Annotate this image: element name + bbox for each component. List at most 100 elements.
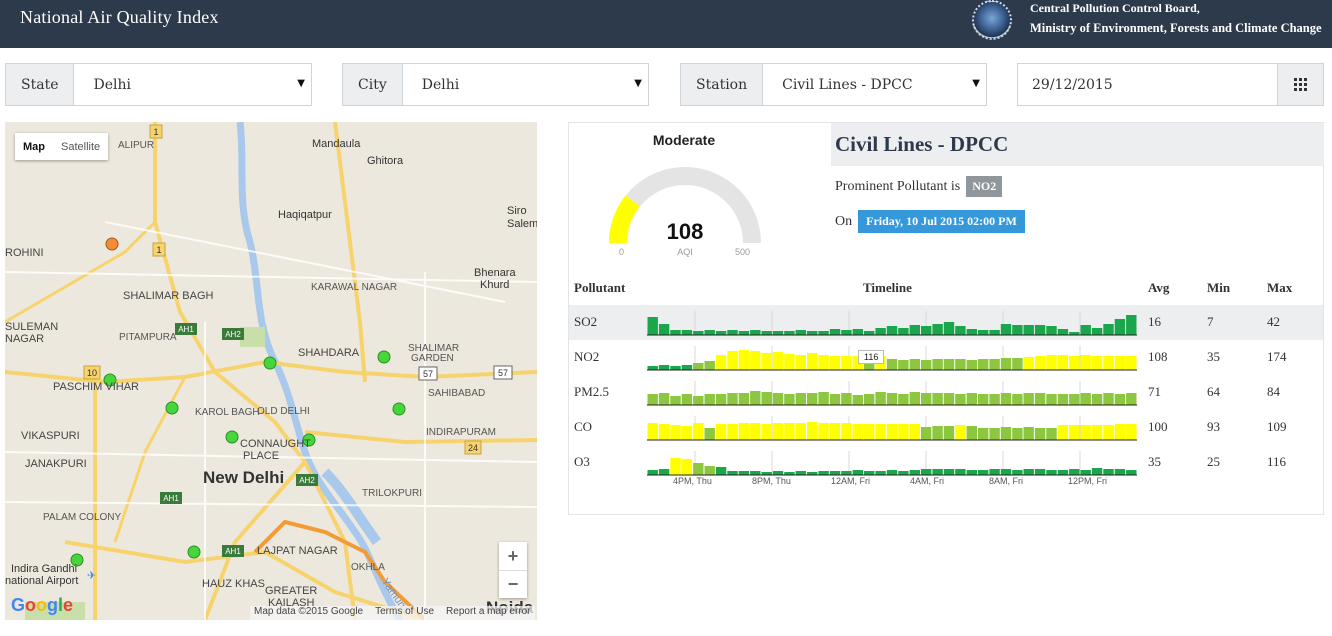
timeline-bar[interactable] (658, 365, 670, 370)
timeline-bar[interactable] (864, 359, 875, 370)
pollutant-timeline-chart[interactable] (647, 416, 1137, 442)
timeline-bar[interactable] (670, 458, 681, 475)
station-value[interactable]: Civil Lines - DPCC ▼ (763, 64, 986, 105)
timeline-bar[interactable] (818, 392, 829, 405)
timeline-bar[interactable] (909, 424, 920, 440)
timeline-bar[interactable] (1046, 355, 1057, 370)
timeline-bar[interactable] (875, 424, 886, 440)
timeline-bar[interactable] (1023, 325, 1034, 335)
timeline-bar[interactable] (886, 359, 898, 370)
timeline-bar[interactable] (795, 423, 806, 440)
timeline-bar[interactable] (1023, 393, 1034, 405)
timeline-bar[interactable] (1114, 394, 1126, 405)
timeline-bar[interactable] (1069, 394, 1080, 405)
timeline-bar[interactable] (1000, 324, 1012, 335)
timeline-bar[interactable] (784, 354, 795, 370)
timeline-bar[interactable] (909, 470, 920, 475)
timeline-bar[interactable] (829, 423, 841, 440)
timeline-bar[interactable] (727, 471, 738, 475)
station-map[interactable]: 1 1 10 24 57 57 AH1 AH2 AH2 AH1 AH1 ✈ AL… (5, 122, 537, 620)
timeline-bar[interactable] (978, 394, 989, 405)
timeline-bar[interactable] (1080, 393, 1091, 405)
timeline-bar[interactable] (772, 352, 784, 370)
map-type-satellite-button[interactable]: Satellite (61, 140, 101, 153)
table-row[interactable]: O3 35 25 116 (569, 445, 1323, 480)
timeline-bar[interactable] (1046, 394, 1057, 405)
date-picker[interactable]: 29/12/2015 (1017, 63, 1324, 106)
timeline-bar[interactable] (1069, 469, 1080, 475)
timeline-bar[interactable] (1114, 424, 1126, 440)
timeline-bar[interactable] (1034, 428, 1046, 440)
timeline-bar[interactable] (1080, 355, 1091, 370)
timeline-bar[interactable] (693, 331, 704, 335)
timeline-bar[interactable] (1069, 425, 1080, 440)
report-map-error-link[interactable]: Report a map error (446, 606, 531, 617)
timeline-bar[interactable] (898, 424, 909, 440)
timeline-bar[interactable] (875, 328, 886, 335)
timeline-bar[interactable] (852, 329, 863, 335)
timeline-bar[interactable] (841, 330, 852, 335)
timeline-bar[interactable] (955, 326, 966, 335)
timeline-bar[interactable] (761, 424, 772, 440)
timeline-bar[interactable] (1023, 427, 1034, 440)
table-row[interactable]: NO2 108 35 174 116 (569, 340, 1323, 375)
timeline-bar[interactable] (658, 469, 670, 475)
timeline-bar[interactable] (681, 365, 693, 370)
timeline-bar[interactable] (909, 392, 920, 405)
table-row[interactable]: SO2 16 7 42 (569, 305, 1323, 340)
timeline-bar[interactable] (966, 393, 977, 405)
timeline-bar[interactable] (658, 424, 670, 440)
map-type-map-button[interactable]: Map (23, 140, 45, 153)
timeline-bar[interactable] (670, 425, 681, 440)
timeline-bar[interactable] (1034, 469, 1046, 475)
timeline-bar[interactable] (1046, 470, 1057, 475)
timeline-bar[interactable] (898, 360, 909, 370)
timeline-bar[interactable] (932, 324, 943, 335)
timeline-bar[interactable] (921, 427, 932, 440)
timeline-bar[interactable] (1000, 358, 1012, 370)
timeline-bar[interactable] (704, 394, 715, 405)
timeline-bar[interactable] (898, 328, 909, 335)
timeline-bar[interactable] (1000, 427, 1012, 440)
timeline-bar[interactable] (784, 331, 795, 335)
timeline-bar[interactable] (943, 426, 955, 440)
timeline-bar[interactable] (807, 353, 818, 370)
timeline-bar[interactable] (1046, 326, 1057, 335)
timeline-bar[interactable] (1103, 324, 1114, 335)
timeline-bar[interactable] (1126, 315, 1137, 335)
timeline-bar[interactable] (715, 331, 727, 335)
timeline-bar[interactable] (807, 422, 818, 440)
timeline-bar[interactable] (647, 470, 658, 475)
timeline-bar[interactable] (1057, 394, 1069, 405)
timeline-bar[interactable] (829, 356, 841, 370)
timeline-bar[interactable] (704, 330, 715, 335)
timeline-bar[interactable] (989, 394, 1000, 405)
timeline-bar[interactable] (1012, 325, 1023, 335)
timeline-bar[interactable] (693, 363, 704, 370)
city-value[interactable]: Delhi ▼ (403, 64, 648, 105)
timeline-bar[interactable] (841, 393, 852, 405)
timeline-bar[interactable] (772, 393, 784, 405)
timeline-bar[interactable] (818, 355, 829, 370)
timeline-bar[interactable] (886, 424, 898, 440)
timeline-bar[interactable] (921, 360, 932, 370)
timeline-bar[interactable] (738, 331, 750, 335)
timeline-bar[interactable] (761, 353, 772, 370)
timeline-bar[interactable] (943, 359, 955, 370)
timeline-bar[interactable] (841, 471, 852, 475)
timeline-bar[interactable] (1046, 428, 1057, 440)
timeline-bar[interactable] (955, 359, 966, 370)
timeline-bar[interactable] (1012, 428, 1023, 440)
timeline-bar[interactable] (761, 392, 772, 405)
timeline-bar[interactable] (989, 330, 1000, 335)
timeline-bar[interactable] (1057, 425, 1069, 440)
timeline-bar[interactable] (989, 359, 1000, 370)
timeline-bar[interactable] (807, 472, 818, 475)
timeline-bar[interactable] (966, 470, 977, 475)
timeline-bar[interactable] (818, 331, 829, 335)
table-row[interactable]: CO 100 93 109 (569, 410, 1323, 445)
timeline-bar[interactable] (886, 326, 898, 335)
timeline-bar[interactable] (955, 425, 966, 440)
timeline-bar[interactable] (1012, 394, 1023, 405)
timeline-bar[interactable] (795, 355, 806, 370)
